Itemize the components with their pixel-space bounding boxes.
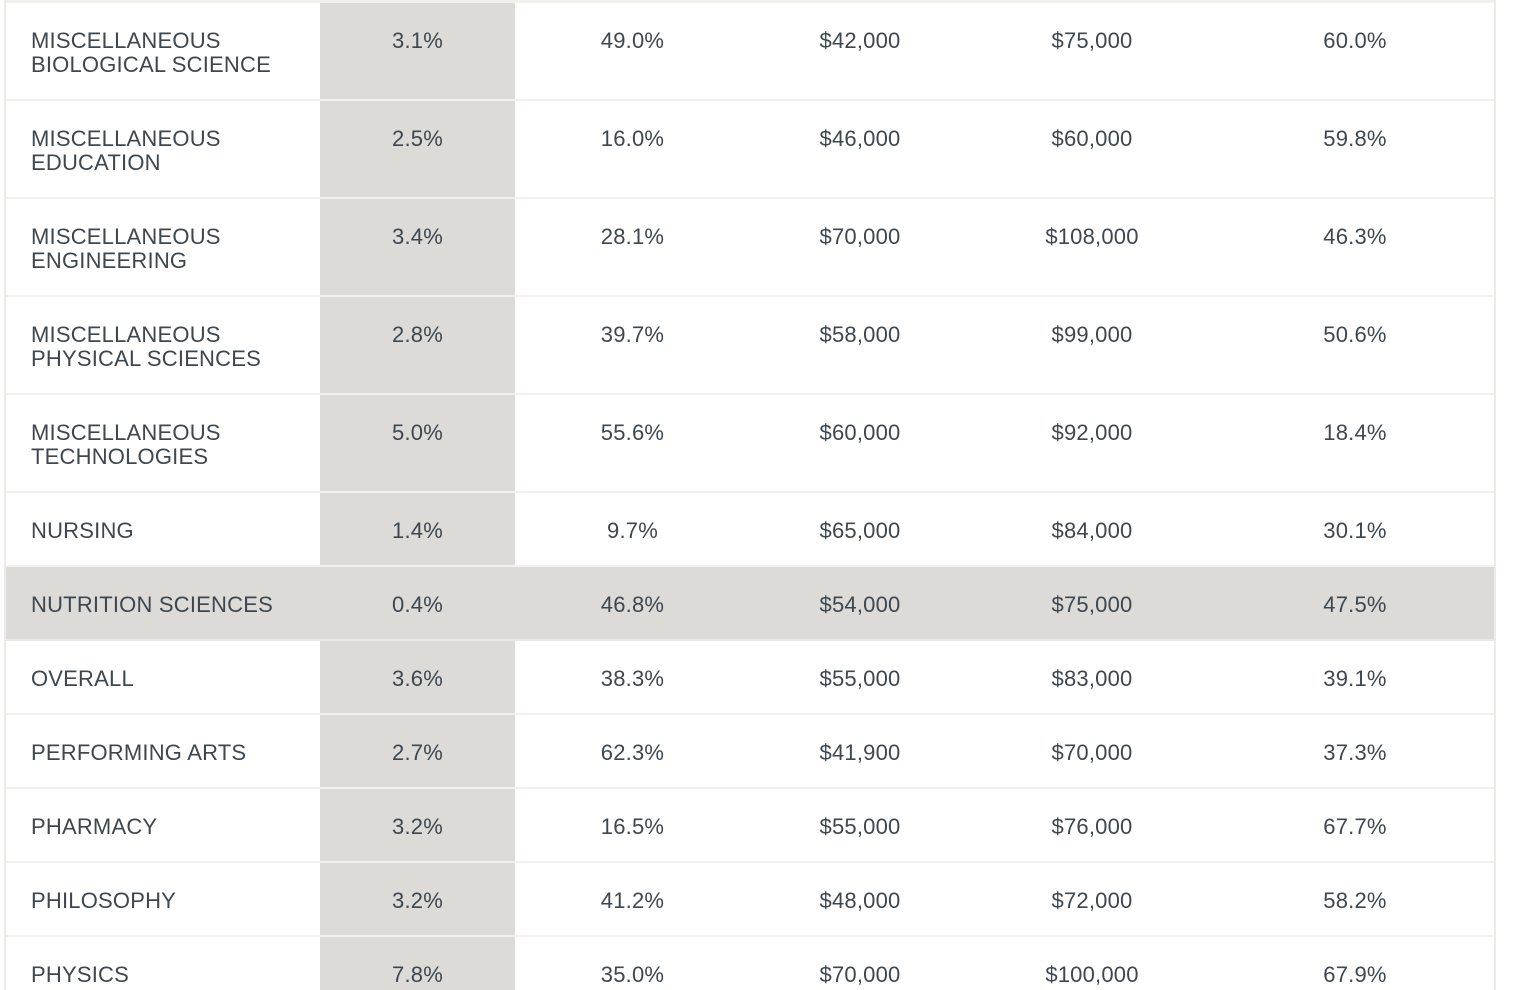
col2-cell: 16.5% <box>600 814 665 839</box>
col5-cell: 67.9% <box>1323 962 1387 987</box>
col2-cell: 41.2% <box>600 888 665 913</box>
major-name-cell: Philosophy <box>31 888 177 913</box>
major-name-cell: Miscellaneous Education <box>31 126 221 175</box>
col1-cell: 2.5% <box>320 101 515 197</box>
col4-cell: $75,000 <box>1051 592 1133 617</box>
col5-cell: 30.1% <box>1323 518 1387 543</box>
major-name-cell: Pharmacy <box>31 814 158 839</box>
major-name-cell: Performing Arts <box>31 740 247 765</box>
major-name-cell: Overall <box>31 666 134 691</box>
col5-cell: 60.0% <box>1323 28 1387 53</box>
col2-cell: 39.7% <box>600 322 665 347</box>
col3-cell: $70,000 <box>819 962 901 987</box>
col4-cell: $76,000 <box>1051 814 1133 839</box>
col5-cell: 67.7% <box>1323 814 1387 839</box>
col5-cell: 39.1% <box>1323 666 1387 691</box>
col4-cell: $99,000 <box>1051 322 1133 347</box>
table-row[interactable]: Philosophy 3.2% 41.2% $48,000 $72,000 58… <box>6 863 1494 937</box>
majors-table: Miscellaneous Biological Science 3.1% 49… <box>4 0 1496 990</box>
table-row[interactable]: Miscellaneous Biological Science 3.1% 49… <box>6 3 1494 101</box>
col4-cell: $75,000 <box>1051 28 1133 53</box>
major-name-cell: Physics <box>31 962 129 987</box>
major-name-cell: Miscellaneous Engineering <box>31 224 221 273</box>
col1-cell: 3.2% <box>320 863 515 935</box>
table-row[interactable]: Pharmacy 3.2% 16.5% $55,000 $76,000 67.7… <box>6 789 1494 863</box>
col3-cell: $65,000 <box>819 518 901 543</box>
col4-cell: $72,000 <box>1051 888 1133 913</box>
col5-cell: 58.2% <box>1323 888 1387 913</box>
col5-cell: 47.5% <box>1323 592 1387 617</box>
col2-cell: 46.8% <box>600 592 665 617</box>
col4-cell: $60,000 <box>1051 126 1133 151</box>
col3-cell: $60,000 <box>819 420 901 445</box>
col3-cell: $54,000 <box>819 592 901 617</box>
table-row[interactable]: Miscellaneous Education 2.5% 16.0% $46,0… <box>6 101 1494 199</box>
major-name-cell: Miscellaneous Technologies <box>31 420 221 469</box>
major-name-cell: Miscellaneous Biological Science <box>31 28 271 77</box>
col3-cell: $46,000 <box>819 126 901 151</box>
col2-cell: 62.3% <box>600 740 665 765</box>
col4-cell: $83,000 <box>1051 666 1133 691</box>
col5-cell: 37.3% <box>1323 740 1387 765</box>
col3-cell: $55,000 <box>819 814 901 839</box>
col1-cell: 1.4% <box>320 493 515 565</box>
col1-cell: 2.8% <box>320 297 515 393</box>
col2-cell: 38.3% <box>600 666 665 691</box>
col1-cell: 3.4% <box>320 199 515 295</box>
col4-cell: $100,000 <box>1045 962 1139 987</box>
col4-cell: $92,000 <box>1051 420 1133 445</box>
col5-cell: 59.8% <box>1323 126 1387 151</box>
col1-cell: 3.1% <box>320 3 515 99</box>
col1-cell: 3.2% <box>320 789 515 861</box>
col2-cell: 9.7% <box>607 518 658 543</box>
major-name-cell: Nutrition Sciences <box>31 592 273 617</box>
major-name-cell: Nursing <box>31 518 134 543</box>
col1-cell: 7.8% <box>320 937 515 990</box>
col3-cell: $48,000 <box>819 888 901 913</box>
col4-cell: $70,000 <box>1051 740 1133 765</box>
col2-cell: 49.0% <box>600 28 665 53</box>
table-row[interactable]: Overall 3.6% 38.3% $55,000 $83,000 39.1% <box>6 641 1494 715</box>
table-top-divider <box>6 0 1494 3</box>
col5-cell: 46.3% <box>1323 224 1387 249</box>
col2-cell: 55.6% <box>600 420 665 445</box>
col5-cell: 50.6% <box>1323 322 1387 347</box>
col4-cell: $108,000 <box>1045 224 1139 249</box>
col2-cell: 16.0% <box>600 126 665 151</box>
col4-cell: $84,000 <box>1051 518 1133 543</box>
col3-cell: $58,000 <box>819 322 901 347</box>
col1-cell: 3.6% <box>320 641 515 713</box>
table-row[interactable]: Performing Arts 2.7% 62.3% $41,900 $70,0… <box>6 715 1494 789</box>
table-row[interactable]: Miscellaneous Engineering 3.4% 28.1% $70… <box>6 199 1494 297</box>
table-row[interactable]: Miscellaneous Physical Sciences 2.8% 39.… <box>6 297 1494 395</box>
table-row[interactable]: Physics 7.8% 35.0% $70,000 $100,000 67.9… <box>6 937 1494 990</box>
col3-cell: $41,900 <box>819 740 901 765</box>
col2-cell: 35.0% <box>600 962 665 987</box>
col3-cell: $55,000 <box>819 666 901 691</box>
col5-cell: 18.4% <box>1323 420 1387 445</box>
col1-cell: 2.7% <box>320 715 515 787</box>
table-row[interactable]: Miscellaneous Technologies 5.0% 55.6% $6… <box>6 395 1494 493</box>
col1-cell: 5.0% <box>320 395 515 491</box>
col3-cell: $42,000 <box>819 28 901 53</box>
major-name-cell: Miscellaneous Physical Sciences <box>31 322 261 371</box>
col2-cell: 28.1% <box>600 224 665 249</box>
col1-cell: 0.4% <box>392 592 443 617</box>
table-row-highlighted[interactable]: Nutrition Sciences 0.4% 46.8% $54,000 $7… <box>6 567 1494 641</box>
col3-cell: $70,000 <box>819 224 901 249</box>
table-row[interactable]: Nursing 1.4% 9.7% $65,000 $84,000 30.1% <box>6 493 1494 567</box>
